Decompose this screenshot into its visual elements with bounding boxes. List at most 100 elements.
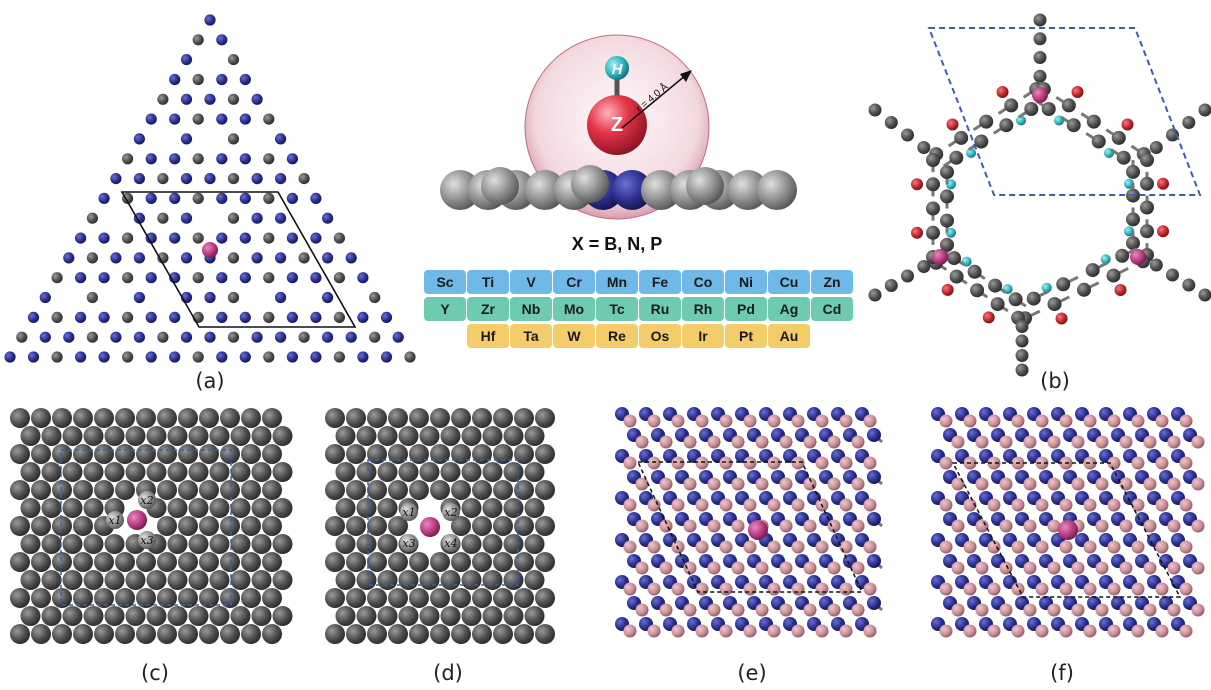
panel-a-unit-cell: [120, 191, 357, 328]
element-cell-ag: Ag: [768, 297, 810, 321]
element-cell-cr: Cr: [553, 270, 595, 294]
carbon-atom: [51, 351, 63, 363]
hydrogen-atom: [1041, 282, 1052, 293]
boron-atom: [671, 582, 685, 596]
carbon-atom: [178, 516, 198, 536]
carbon-atom: [41, 534, 62, 554]
carbon-atom: [62, 426, 83, 446]
boron-atom: [767, 456, 781, 470]
boron-atom: [1059, 498, 1073, 512]
carbon-atom: [503, 534, 524, 554]
oxygen-atom: [982, 311, 995, 324]
carbon-atom: [1033, 32, 1047, 46]
boron-atom: [1119, 435, 1133, 449]
boron-atom: [1083, 624, 1097, 638]
boron-atom: [767, 624, 781, 638]
boron-atom: [839, 624, 853, 638]
carbon-atom: [524, 462, 545, 482]
boron-atom: [1155, 414, 1169, 428]
hydrogen-atom: [1100, 254, 1111, 265]
boron-atom: [647, 582, 661, 596]
carbon-atom: [1140, 176, 1154, 191]
boron-atom: [1107, 498, 1121, 512]
carbon-atom: [188, 462, 209, 482]
element-symbol: Zr: [481, 301, 496, 317]
element-symbol: Nb: [522, 301, 541, 317]
boron-atom: [623, 456, 637, 470]
carbon-atom: [503, 426, 524, 446]
boron-atom: [1059, 540, 1073, 554]
element-cell-bg: [682, 324, 724, 348]
carbon-atom: [241, 480, 261, 500]
boron-atom: [987, 582, 1001, 596]
carbon-atom: [868, 288, 882, 302]
carbon-atom: [979, 114, 994, 129]
boron-atom: [1155, 582, 1169, 596]
panel-a-triangular-sheet: [4, 14, 416, 363]
carbon-atom: [263, 113, 275, 125]
carbon-atom: [16, 331, 28, 343]
panel-b-unit-cell: [927, 27, 1202, 196]
boron-atom: [659, 477, 673, 491]
carbon-atom: [262, 516, 282, 536]
element-cell-bg: [510, 270, 552, 294]
boron-atom: [975, 435, 989, 449]
carbon-atom: [167, 498, 188, 518]
element-cell-re: Re: [596, 324, 638, 348]
boron-atom: [623, 414, 637, 428]
surface-atom: [641, 170, 681, 210]
site-label: x3: [402, 537, 415, 550]
nitrogen-atom: [322, 252, 334, 264]
carbon-atom: [514, 444, 534, 464]
carbon-atom: [482, 498, 503, 518]
boron-atom: [963, 582, 977, 596]
carbon-atom: [917, 260, 931, 273]
nitrogen-atom: [180, 54, 193, 66]
carbon-atom: [1033, 69, 1047, 83]
element-symbol: Ru: [651, 301, 670, 317]
carbon-atom: [917, 141, 931, 154]
carbon-atom: [430, 408, 450, 428]
carbon-atom: [1066, 118, 1081, 133]
carbon-atom: [974, 134, 989, 149]
boron-atom: [755, 435, 769, 449]
nitrogen-atom: [98, 311, 110, 323]
carbon-atom: [514, 588, 534, 608]
site-label: x1: [402, 506, 415, 519]
carbon-atom: [1041, 102, 1056, 116]
boron-atom: [671, 414, 685, 428]
carbon-atom: [83, 606, 104, 626]
carbon-atom: [192, 73, 204, 86]
carbon-atom: [377, 462, 398, 482]
nitrogen-atom: [204, 173, 216, 185]
nitrogen-atom: [216, 73, 228, 86]
carbon-atom: [451, 408, 471, 428]
carbon-atom: [472, 444, 492, 464]
nitrogen-atom: [133, 173, 145, 185]
element-cell-bg: [553, 324, 595, 348]
oxygen-atom: [1157, 225, 1169, 238]
boron-atom: [755, 477, 769, 491]
carbon-atom: [503, 498, 524, 518]
carbon-atom: [1182, 278, 1196, 292]
element-cell-zr: Zr: [467, 297, 509, 321]
boron-atom: [1095, 519, 1109, 533]
nitrogen-atom: [169, 113, 181, 125]
metal-atom-label: Z: [611, 114, 623, 136]
nitrogen-atom: [275, 291, 287, 304]
boron-atom: [671, 498, 685, 512]
dopant-formula: X = B, N, P: [572, 234, 663, 254]
boron-atom: [635, 561, 649, 575]
boron-atom: [707, 435, 721, 449]
carbon-atom: [1182, 116, 1196, 129]
nitrogen-atom: [322, 331, 334, 343]
carbon-atom: [192, 153, 204, 165]
carbon-atom: [52, 444, 72, 464]
carbon-atom: [940, 237, 954, 252]
carbon-atom: [388, 588, 408, 608]
site-atom: [400, 503, 418, 521]
carbon-atom: [493, 624, 513, 644]
boron-atom: [1071, 477, 1085, 491]
boron-atom: [719, 414, 733, 428]
boron-atom: [987, 540, 1001, 554]
